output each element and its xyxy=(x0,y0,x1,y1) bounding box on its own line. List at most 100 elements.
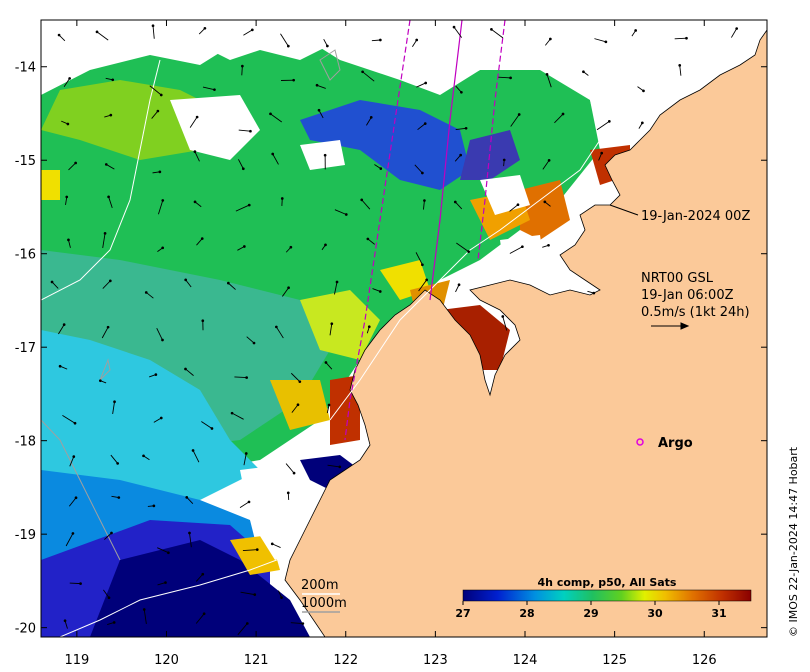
lat-tick-label: -18 xyxy=(15,435,36,450)
current-vector-head xyxy=(247,203,251,207)
current-vector-head xyxy=(324,361,328,364)
current-vector xyxy=(242,549,258,551)
current-vector-head xyxy=(144,291,148,294)
lon-tick-label: 119 xyxy=(64,653,89,668)
current-vector-head xyxy=(327,403,331,407)
current-vector-head xyxy=(185,496,189,499)
current-vector-head xyxy=(106,325,110,329)
current-vector xyxy=(502,316,508,331)
current-vector-head xyxy=(501,315,505,318)
current-vector-head xyxy=(735,27,739,30)
current-vector-head xyxy=(74,161,77,165)
current-vector xyxy=(153,417,162,423)
current-vector xyxy=(596,121,610,131)
lon-tick-label: 121 xyxy=(244,653,269,668)
colorbar-tick-label: 27 xyxy=(455,607,470,620)
current-vector xyxy=(234,376,247,379)
current-vector xyxy=(423,200,425,210)
current-vector-head xyxy=(154,373,158,376)
current-vector-head xyxy=(62,323,66,326)
current-vector xyxy=(192,450,200,463)
current-vector-head xyxy=(678,64,682,67)
current-vector-head xyxy=(109,113,113,117)
current-vector-head xyxy=(298,380,302,384)
current-vector-head xyxy=(68,77,71,80)
current-vector-head xyxy=(98,379,102,383)
colorbar: 4h comp, p50, All Sats 27 28 29 30 31 xyxy=(455,576,752,620)
current-legend-time: 19-Jan 06:00Z xyxy=(641,288,734,303)
current-vector xyxy=(594,38,607,43)
track-date-label: 19-Jan-2024 00Z xyxy=(641,209,750,224)
argo-marker xyxy=(636,438,644,446)
current-vector-head xyxy=(509,76,512,80)
current-vector xyxy=(68,497,77,507)
current-vector-head xyxy=(296,403,300,407)
current-vector xyxy=(201,421,213,429)
current-vector xyxy=(149,85,162,96)
current-vector-head xyxy=(592,291,596,295)
current-vector xyxy=(243,29,253,36)
current-vector-head xyxy=(292,471,296,475)
current-vector xyxy=(156,327,163,341)
current-vector-head xyxy=(269,112,272,116)
current-vector xyxy=(367,238,375,245)
current-vector-head xyxy=(280,596,283,599)
current-vector-head xyxy=(280,197,284,200)
current-vector-head xyxy=(193,150,197,153)
current-vector xyxy=(455,85,462,93)
current-vector-head xyxy=(104,163,108,166)
current-vector-head xyxy=(79,582,82,585)
current-vector xyxy=(674,37,687,40)
current-vector-head xyxy=(159,416,163,420)
track-date-leader xyxy=(609,204,639,216)
current-vector-head xyxy=(685,36,688,40)
current-vector-head xyxy=(200,237,204,240)
current-vector xyxy=(285,463,295,474)
current-vector xyxy=(290,372,301,382)
current-vector-head xyxy=(460,90,463,94)
current-vector-head xyxy=(502,158,506,162)
current-vector-head xyxy=(270,542,274,546)
current-vector-head xyxy=(289,245,293,249)
current-vector xyxy=(239,501,250,508)
current-vector-head xyxy=(642,89,645,93)
current-vector-head xyxy=(604,40,608,44)
current-vector-head xyxy=(156,109,160,113)
current-vector-head xyxy=(301,622,305,625)
current-vector-head xyxy=(459,153,463,157)
current-vector-head xyxy=(607,120,611,123)
current-vector xyxy=(102,233,106,248)
colorbar-title: 4h comp, p50, All Sats xyxy=(538,576,677,589)
current-vector-head xyxy=(457,283,461,287)
current-vector-head xyxy=(640,121,644,125)
argo-label: Argo xyxy=(658,436,693,451)
current-vector-head xyxy=(103,231,107,235)
lon-tick-label: 120 xyxy=(154,653,179,668)
current-vector-head xyxy=(241,167,245,171)
current-vector xyxy=(414,164,423,174)
current-vector-head xyxy=(116,462,120,465)
current-vector xyxy=(542,160,550,170)
current-vector xyxy=(325,362,333,370)
current-vector xyxy=(326,404,330,414)
current-vector xyxy=(415,252,423,265)
current-vector xyxy=(238,159,244,169)
current-vector xyxy=(157,200,164,215)
current-vector-head xyxy=(286,491,290,495)
current-vector-head xyxy=(379,167,383,170)
current-vector xyxy=(143,609,147,625)
current-vectors xyxy=(50,24,739,636)
current-vector xyxy=(509,204,519,212)
colorbar-tick-label: 28 xyxy=(519,607,534,620)
current-vector xyxy=(282,287,289,297)
current-vector-head xyxy=(201,319,205,323)
current-vector xyxy=(546,74,552,88)
current-vector xyxy=(185,368,194,376)
current-vector-head xyxy=(464,126,468,130)
current-vector-head xyxy=(245,376,248,379)
current-vector-head xyxy=(72,455,76,458)
current-vector xyxy=(96,31,109,41)
lon-tick-label: 123 xyxy=(423,653,448,668)
current-vector xyxy=(456,242,469,252)
current-vector xyxy=(453,26,463,38)
